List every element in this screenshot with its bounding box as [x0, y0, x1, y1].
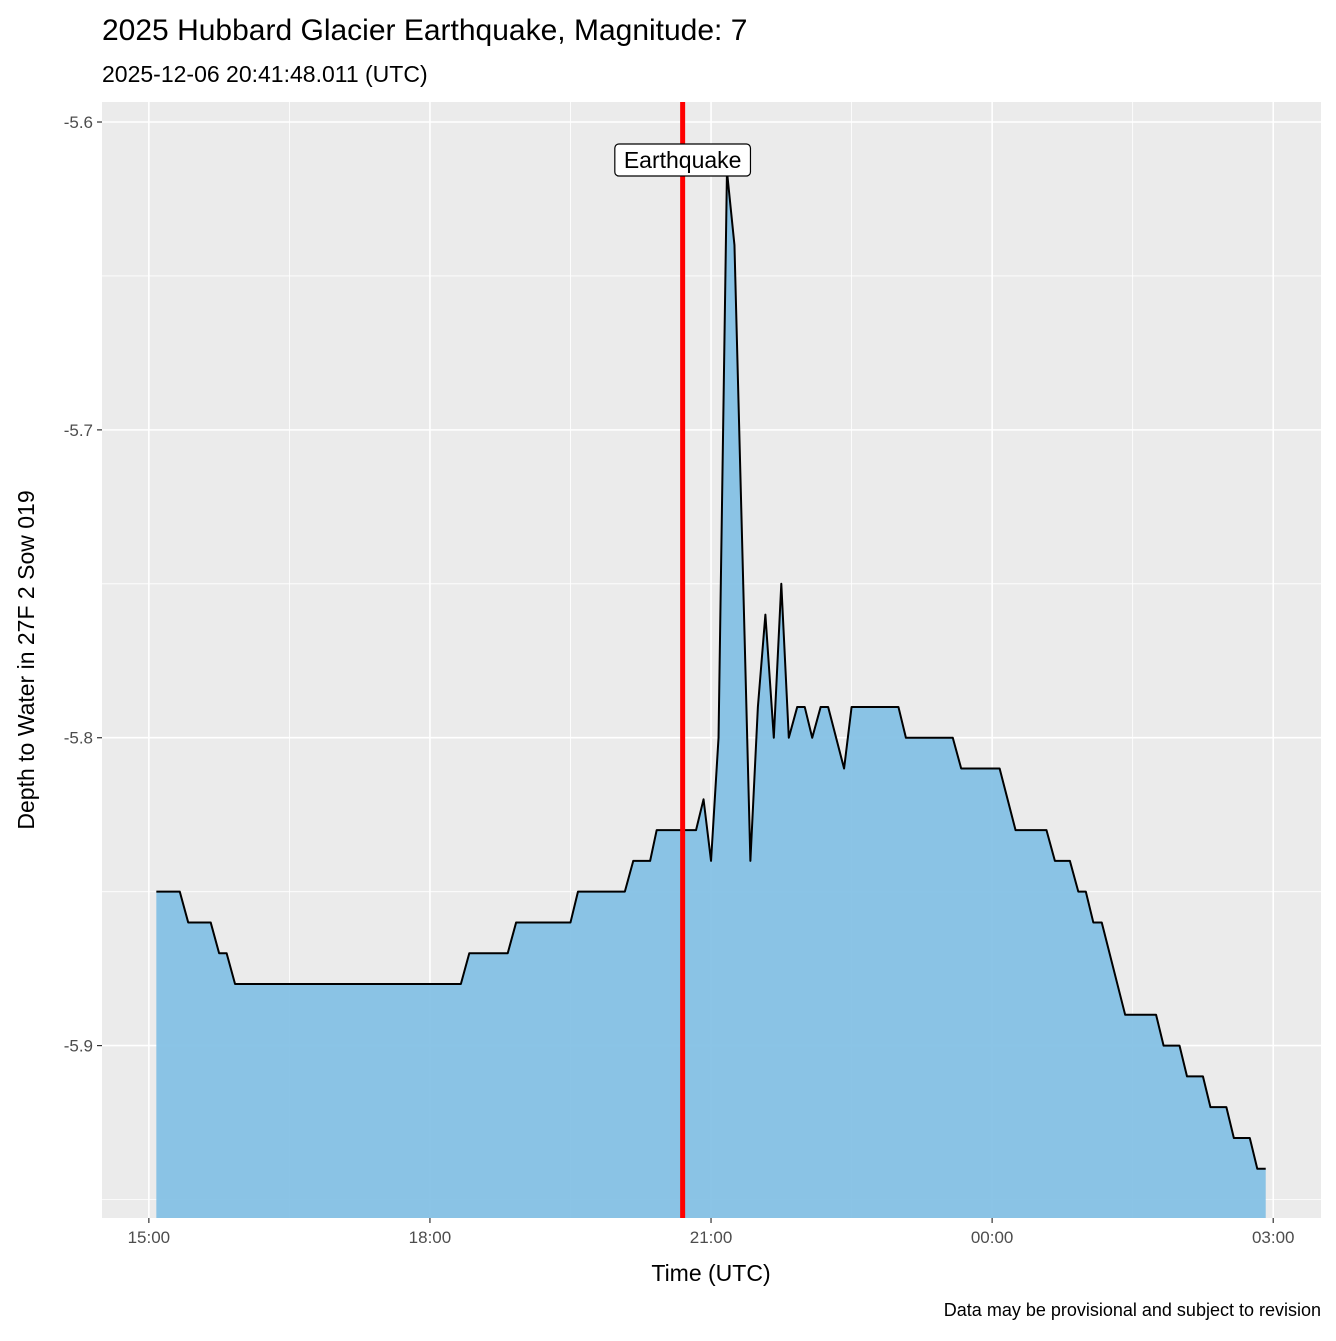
- y-tick-label: -5.8: [64, 729, 93, 748]
- y-axis-label: Depth to Water in 27F 2 Sow 019: [13, 490, 39, 829]
- x-tick-label: 21:00: [690, 1228, 733, 1247]
- y-tick-label: -5.7: [64, 421, 93, 440]
- caption: Data may be provisional and subject to r…: [944, 1300, 1321, 1320]
- area-fill: [156, 171, 1266, 1218]
- x-tick-label: 03:00: [1252, 1228, 1295, 1247]
- event-label: Earthquake: [624, 147, 742, 173]
- x-tick-label: 15:00: [128, 1228, 171, 1247]
- event-label-box: [614, 143, 752, 177]
- chart-title: 2025 Hubbard Glacier Earthquake, Magnitu…: [102, 14, 747, 47]
- y-tick-label: -5.9: [64, 1037, 93, 1056]
- event-annotation: Earthquake: [614, 143, 752, 177]
- chart-subtitle: 2025-12-06 20:41:48.011 (UTC): [102, 61, 428, 87]
- x-axis-label: Time (UTC): [651, 1260, 770, 1286]
- x-tick-label: 18:00: [409, 1228, 452, 1247]
- data-line: [156, 170, 1266, 1170]
- y-tick-label: -5.6: [64, 113, 93, 132]
- x-tick-label: 00:00: [971, 1228, 1014, 1247]
